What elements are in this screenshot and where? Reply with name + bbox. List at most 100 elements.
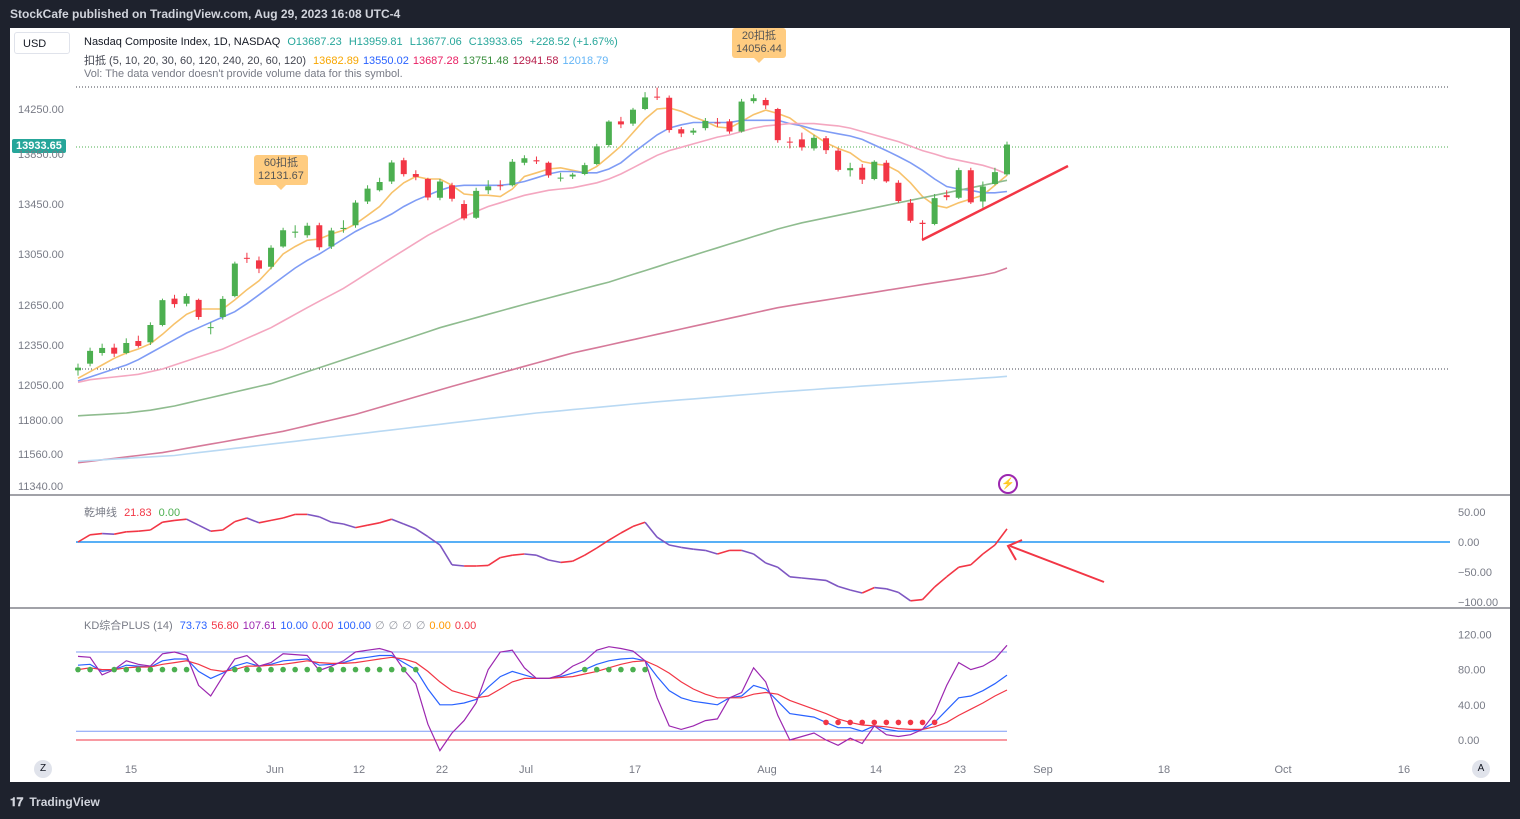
candle <box>424 177 431 201</box>
candle <box>581 162 588 176</box>
callout-60-value: 12131.67 <box>258 170 304 182</box>
qiankun-segment <box>162 519 175 523</box>
candle <box>436 179 443 201</box>
price-tick-label: 12650.00 <box>18 300 64 312</box>
ma-line-ma240 <box>77 375 1008 463</box>
time-tick-label: 23 <box>954 764 966 776</box>
candle-body <box>991 172 998 184</box>
candle-body <box>388 162 395 182</box>
candle-body <box>871 161 878 179</box>
candle-body <box>497 185 504 187</box>
candle-body <box>159 300 166 325</box>
kd-value-5: 100.00 <box>337 620 372 632</box>
overbought-dot <box>292 666 298 673</box>
qiankun-segment <box>512 553 525 556</box>
candle <box>847 162 854 177</box>
candle <box>171 294 178 308</box>
trend-line <box>921 164 1069 242</box>
candle-body <box>738 101 745 132</box>
overbought-dot <box>388 666 395 673</box>
time-tick-label: 16 <box>1398 764 1410 776</box>
ma-line-ma60 <box>77 179 1008 417</box>
ma-line-ma10 <box>77 119 1008 382</box>
ohlc-open: O13687.23 <box>287 36 342 48</box>
candle <box>231 261 238 298</box>
symbol-name: Nasdaq Composite Index, 1D, NASDAQ <box>84 36 281 48</box>
candle-body <box>424 179 431 198</box>
candle <box>919 220 926 241</box>
candle-body <box>219 298 226 317</box>
qiankun-segment <box>246 517 260 524</box>
ma-value-5: 12018.79 <box>562 55 609 67</box>
oversold-dot <box>907 719 914 726</box>
qiankun-segment <box>427 535 441 546</box>
qiankun-segment <box>644 521 658 538</box>
oversold-dot <box>931 719 938 726</box>
overbought-dot <box>630 666 636 673</box>
ma-value-1: 13550.02 <box>362 55 409 67</box>
candle-body <box>895 182 902 201</box>
candle-body <box>135 341 142 346</box>
qiankun-segment <box>318 516 332 523</box>
candle <box>352 200 359 228</box>
candle-body <box>702 120 709 129</box>
time-tick-label: 15 <box>125 764 137 776</box>
last-price-tag: 13933.65 <box>12 139 66 153</box>
overbought-dot <box>87 666 93 673</box>
candle-body <box>231 263 238 297</box>
candle-body <box>521 158 528 163</box>
candle-body <box>750 98 757 102</box>
qiankun-segment <box>126 530 139 533</box>
candle <box>871 160 878 181</box>
candle <box>943 190 950 201</box>
candle-body <box>243 257 250 259</box>
candle <box>99 343 106 356</box>
candle <box>750 94 757 104</box>
callout-20-label: 20扣抵 <box>741 30 777 42</box>
ma-line-ma20 <box>77 122 1008 384</box>
candle <box>714 118 721 127</box>
overbought-dot <box>304 666 311 673</box>
qiankun-segment <box>681 546 694 550</box>
candle-body <box>376 182 383 191</box>
candle <box>774 107 781 143</box>
currency-button[interactable]: USD <box>14 32 70 54</box>
pane2-legend: 乾坤线 21.83 0.00 <box>84 504 184 520</box>
chart-svg[interactable]: 14250.00 13850.00 13450.00 13050.00 12650.00… <box>10 28 1510 782</box>
oversold-dot <box>919 719 926 726</box>
qiankun-segment <box>620 525 634 534</box>
auto-scale-button[interactable]: A <box>1472 760 1490 778</box>
ohlc-low: L13677.06 <box>409 36 462 48</box>
candle <box>364 185 371 204</box>
ma-value-3: 13751.48 <box>462 55 509 67</box>
candle <box>642 92 649 111</box>
candle <box>654 87 661 100</box>
candle-body <box>823 138 830 151</box>
qiankun-segment <box>825 579 839 588</box>
oversold-dot <box>847 719 853 726</box>
ma-title: 扣抵 (5, 10, 20, 30, 60, 120, 240, 20, 60,… <box>84 55 306 67</box>
overbought-dot <box>606 666 612 673</box>
qiankun-segment <box>89 532 103 536</box>
qiankun-segment <box>572 554 586 562</box>
candle-body <box>400 160 407 175</box>
candle-body <box>147 325 154 343</box>
qiankun-segment <box>331 521 344 525</box>
log-scale-button[interactable]: Z <box>34 760 52 778</box>
time-tick-label: Jun <box>266 764 284 776</box>
candle <box>159 298 166 327</box>
candle <box>810 134 817 151</box>
candle <box>690 128 697 135</box>
qiankun-segment <box>777 566 791 578</box>
candle <box>545 161 552 178</box>
qiankun-segment <box>222 520 236 531</box>
overbought-dot <box>376 666 383 673</box>
candle <box>629 107 636 126</box>
candle-body <box>726 121 733 132</box>
chart-frame[interactable]: USD Nasdaq Composite Index, 1D, NASDAQ O… <box>10 28 1510 782</box>
footer: 𝟏𝟕 TradingView <box>0 788 1520 816</box>
candle-body <box>678 129 685 134</box>
lightning-icon[interactable]: ⚡ <box>998 474 1018 494</box>
vol-legend: Vol: The data vendor doesn't provide vol… <box>84 68 403 80</box>
price-tick-label: 11340.00 <box>18 481 63 493</box>
